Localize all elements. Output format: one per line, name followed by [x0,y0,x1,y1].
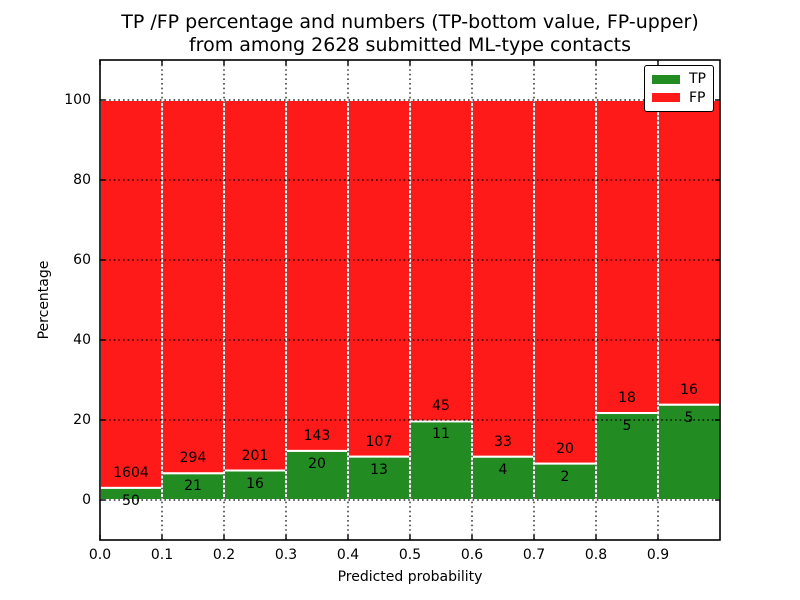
bar-fp-segment [533,99,597,465]
x-tick-label: 0.1 [150,547,174,563]
x-tick-label: 0.4 [336,547,360,563]
fp-count-label: 107 [365,433,393,450]
bar-fp-segment [657,99,721,406]
fp-count-label: 45 [432,398,450,415]
legend-entry-fp: FP [652,91,706,105]
fp-count-label: 33 [494,433,512,450]
bar-fp-segment [409,99,473,423]
y-tick-label: 100 [64,92,91,108]
bar-tp-segment [471,455,535,501]
tp-color-swatch [652,74,680,84]
tp-count-label: 13 [370,461,388,478]
bar-fp-segment [471,99,535,458]
fp-count-label: 16 [680,381,698,398]
tp-count-label: 20 [308,455,326,472]
legend-entry-tp: TP [652,72,706,86]
x-tick-label: 0.2 [212,547,236,563]
fp-count-label: 143 [303,427,331,444]
y-axis-label: Percentage [36,260,52,340]
x-tick-label: 0.9 [646,547,670,563]
bar-fp-segment [161,99,225,475]
x-axis-label: Predicted probability [337,569,483,585]
fp-count-label: 201 [241,447,269,464]
y-tick-label: 60 [73,252,91,268]
fp-color-swatch [652,93,680,103]
legend-label-tp: TP [689,71,706,88]
bar-fp-segment [285,99,349,452]
x-tick-label: 0.7 [522,547,546,563]
legend: TP FP [644,65,714,112]
tp-count-label: 11 [432,426,450,443]
x-tick-label: 0.8 [584,547,608,563]
x-tick-label: 0.5 [398,547,422,563]
tp-count-label: 5 [684,409,694,426]
tp-count-label: 21 [184,478,202,495]
y-tick-label: 80 [73,172,91,188]
chart-title-line1: TP /FP percentage and numbers (TP-bottom… [121,11,699,33]
x-tick-label: 0.0 [88,547,112,563]
bar-tp-segment [533,462,597,501]
fp-count-label: 1604 [113,464,149,481]
bar-fp-segment [99,99,163,489]
bar-fp-segment [347,99,411,458]
y-tick-label: 0 [82,492,91,508]
y-tick-label: 40 [73,332,91,348]
bar-fp-segment [223,99,287,472]
chart-title-line2: from among 2628 submitted ML-type contac… [188,34,632,56]
legend-label-fp: FP [689,89,706,106]
bar-tp-segment [223,469,287,502]
bar-tp-segment [595,412,659,502]
fp-count-label: 18 [618,390,636,407]
bar-tp-segment [161,472,225,502]
tp-count-label: 16 [246,475,264,492]
fp-count-label: 294 [179,450,207,467]
tp-count-label: 50 [122,492,140,509]
y-tick-label: 20 [73,412,91,428]
bar-fp-segment [595,99,659,415]
tp-count-label: 4 [498,461,508,478]
x-tick-label: 0.3 [274,547,298,563]
x-tick-label: 0.6 [460,547,484,563]
fp-count-label: 20 [556,440,574,457]
tp-count-label: 2 [560,468,570,485]
tp-count-label: 5 [622,418,632,435]
